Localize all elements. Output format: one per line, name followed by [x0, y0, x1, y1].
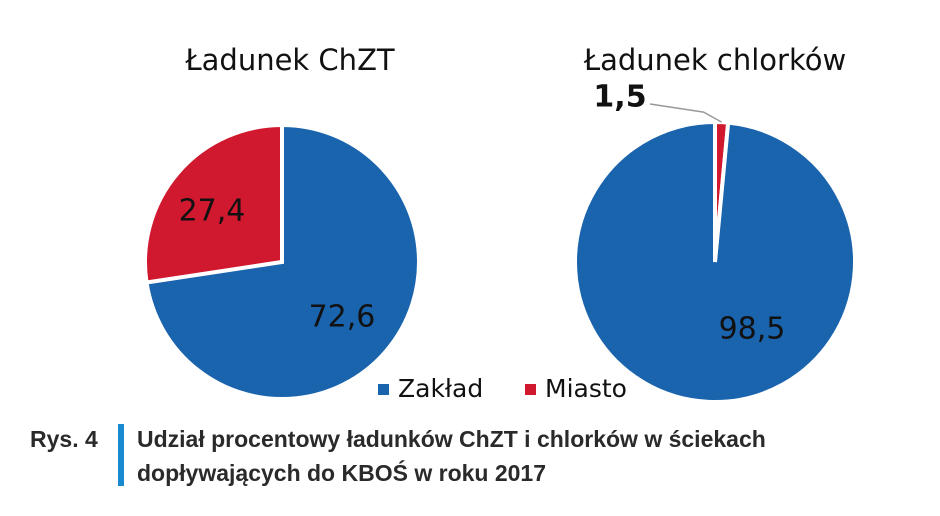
value-label: 27,4 — [179, 194, 246, 229]
caption-line: dopływających do KBOŚ w roku 2017 — [137, 459, 546, 486]
pie-slice — [143, 122, 284, 285]
chart-title: Ładunek ChZT — [184, 43, 395, 77]
value-label: 98,5 — [719, 312, 786, 347]
pie-slice — [573, 119, 858, 404]
legend-swatch — [378, 384, 389, 395]
pie-slice — [144, 122, 421, 401]
legend-label: Miasto — [545, 374, 627, 403]
caption-label: Rys. 4 — [30, 426, 98, 452]
legend-label: Zakład — [398, 374, 483, 403]
leader-line — [649, 103, 722, 123]
chart-title: Ładunek chlorków — [583, 43, 846, 77]
value-label: 72,6 — [309, 300, 376, 335]
value-label: 1,5 — [593, 80, 646, 115]
caption-line: Udział procentowy ładunków ChZT i chlork… — [137, 426, 766, 452]
caption-bar — [118, 424, 124, 486]
legend-swatch — [525, 384, 536, 395]
